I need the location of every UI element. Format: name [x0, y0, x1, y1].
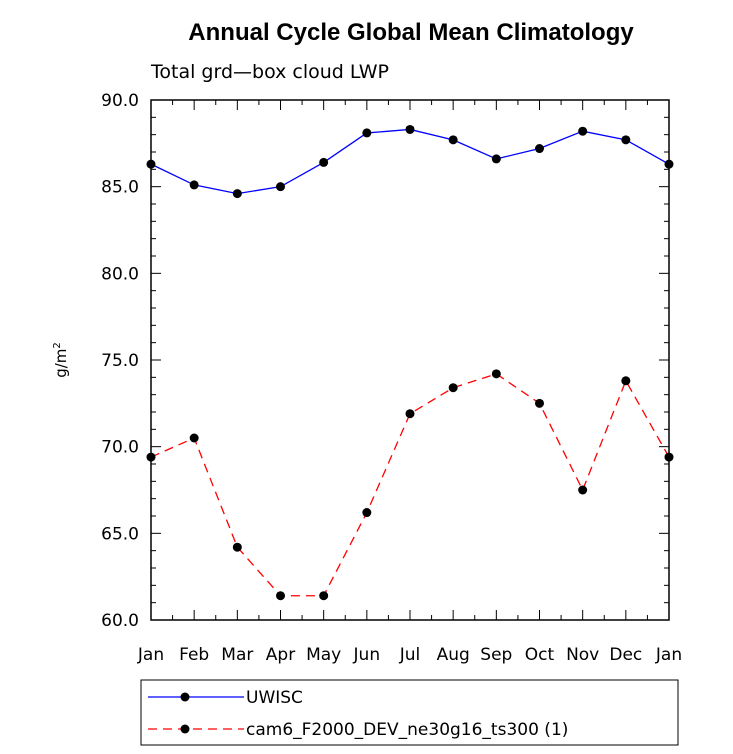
- data-point-series-0: [146, 159, 156, 169]
- data-point-series-1: [146, 452, 156, 462]
- x-tick-label: Aug: [437, 645, 470, 665]
- x-tick-label: May: [306, 645, 341, 665]
- legend: UWISC cam6_F2000_DEV_ne30g16_ts300 (1): [140, 679, 679, 746]
- data-point-series-1: [362, 508, 372, 518]
- data-point-series-1: [189, 433, 199, 443]
- x-tick-label: Nov: [566, 645, 599, 665]
- data-point-series-1: [491, 369, 501, 379]
- series-line-1: [150, 373, 670, 597]
- data-point-series-0: [578, 126, 588, 136]
- data-point-series-0: [362, 128, 372, 138]
- data-point-series-0: [621, 135, 631, 145]
- y-axis-label-text: g/m: [52, 349, 70, 378]
- data-point-series-0: [405, 124, 415, 134]
- x-tick-label: Jan: [655, 645, 682, 665]
- y-tick-label: 65.0: [101, 524, 139, 544]
- series-group: [146, 124, 674, 601]
- data-point-series-0: [232, 189, 242, 199]
- data-point-series-0: [189, 180, 199, 190]
- data-point-series-1: [621, 376, 631, 386]
- x-tick-label: Jan: [137, 645, 164, 665]
- y-tick-label: 70.0: [101, 438, 139, 458]
- x-tick-label: Jul: [399, 645, 421, 665]
- chart-subtitle: Total grd—box cloud LWP: [150, 61, 389, 83]
- data-point-series-1: [578, 485, 588, 495]
- chart-title: Annual Cycle Global Mean Climatology: [188, 19, 634, 46]
- legend-marker-cam6: [180, 724, 190, 734]
- plot-ticks: [150, 99, 670, 621]
- data-point-series-1: [535, 398, 544, 408]
- x-tick-label: Feb: [179, 645, 209, 665]
- data-point-series-0: [535, 144, 544, 154]
- data-point-series-1: [319, 591, 329, 601]
- data-point-series-1: [448, 383, 458, 393]
- data-point-series-0: [319, 157, 329, 167]
- legend-marker-uwisc: [180, 692, 190, 702]
- plot-frame: [150, 99, 670, 621]
- y-axis-label-superscript: 2: [52, 342, 63, 348]
- x-tick-label: Jun: [353, 645, 381, 665]
- data-point-series-1: [405, 409, 415, 419]
- y-tick-label: 75.0: [101, 351, 139, 371]
- legend-box: [140, 679, 679, 746]
- y-tick-label: 85.0: [101, 178, 139, 198]
- y-tick-label: 80.0: [101, 264, 139, 284]
- x-tick-labels: Jan Feb Mar Apr May Jun Jul Aug Sep Oct Nov Dec Jan: [137, 645, 682, 665]
- series-line-0: [150, 128, 670, 195]
- x-tick-label: Mar: [221, 645, 253, 665]
- x-tick-label: Dec: [609, 645, 642, 665]
- data-point-series-0: [448, 135, 458, 145]
- y-axis-label: g/m2: [52, 342, 70, 378]
- y-tick-labels: 60.0 65.0 70.0 75.0 80.0 85.0 90.0: [101, 91, 139, 631]
- y-tick-label: 60.0: [101, 611, 139, 631]
- x-tick-label: Oct: [525, 645, 555, 665]
- legend-label-cam6: cam6_F2000_DEV_ne30g16_ts300 (1): [246, 720, 568, 740]
- y-tick-label: 90.0: [101, 91, 139, 111]
- legend-label-uwisc: UWISC: [246, 688, 303, 708]
- data-point-series-0: [276, 182, 285, 192]
- x-tick-label: Apr: [266, 645, 295, 665]
- data-point-series-1: [232, 542, 242, 552]
- data-point-series-0: [664, 159, 674, 169]
- data-point-series-0: [491, 154, 501, 164]
- data-point-series-1: [276, 591, 285, 601]
- x-tick-label: Sep: [480, 645, 512, 665]
- data-point-series-1: [664, 452, 674, 462]
